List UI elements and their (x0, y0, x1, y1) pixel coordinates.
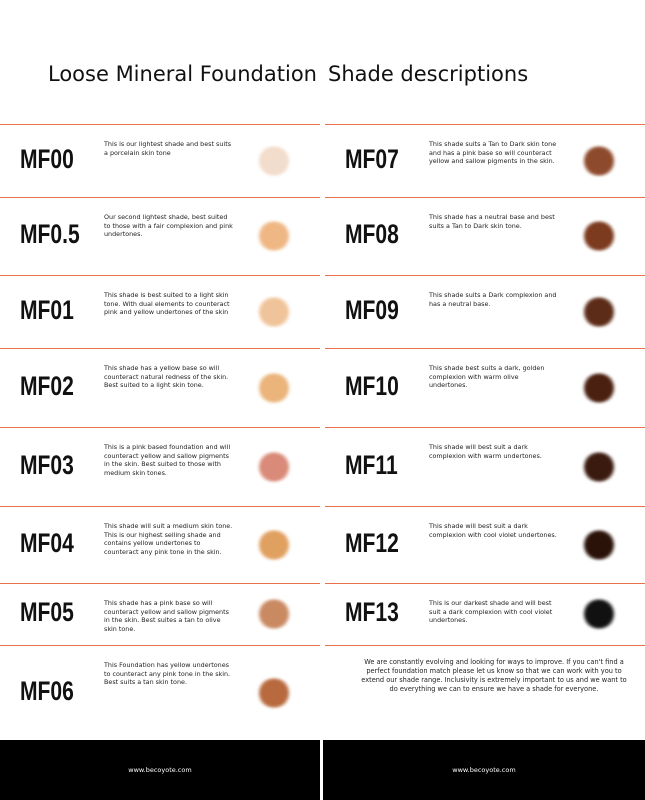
divider (325, 583, 645, 584)
swatch (256, 451, 292, 482)
shade-description: This shade is best suited to a light ski… (104, 291, 230, 317)
shade-code: MF01 (20, 294, 74, 325)
shade-description: This is our lightest shade and best suit… (104, 140, 232, 157)
shade-description: This shade will suit a medium skin tone.… (104, 522, 233, 556)
shade-description: This shade will best suit a dark complex… (429, 443, 542, 460)
shade-code: MF10 (345, 370, 399, 401)
shade-code: MF05 (20, 597, 74, 627)
footer: www.becoyote.com (323, 740, 645, 800)
shade-description: This Foundation has yellow undertones to… (104, 661, 231, 687)
swatch (256, 677, 292, 708)
shade-description: This shade has a pink base so will count… (104, 599, 229, 633)
shade-code: MF02 (20, 370, 74, 401)
shade-description: Our second lightest shade, best suited t… (104, 213, 233, 239)
shade-code: MF11 (345, 449, 398, 480)
shade-description: This shade best suits a dark, golden com… (429, 364, 545, 390)
shade-code: MF06 (20, 675, 74, 706)
shade-description: This shade has a yellow base so will cou… (104, 364, 229, 390)
shade-code: MF04 (20, 527, 74, 558)
swatch (256, 221, 292, 251)
divider (0, 275, 320, 276)
divider (325, 348, 645, 349)
divider (325, 275, 645, 276)
shade-description: This is our darkest shade and will best … (429, 599, 553, 625)
divider (0, 506, 320, 507)
swatch (256, 529, 292, 560)
divider (0, 645, 320, 646)
shade-description: This shade suits a Tan to Dark skin tone… (429, 140, 557, 166)
swatch (581, 599, 617, 629)
shade-code: MF00 (20, 143, 74, 174)
title: Shade descriptions (328, 62, 529, 86)
swatch (581, 451, 617, 482)
shade-code: MF12 (345, 527, 399, 558)
shade-code: MF08 (345, 219, 399, 249)
divider (0, 427, 320, 428)
note: We are constantly evolving and looking f… (361, 658, 627, 693)
shade-code: MF0.5 (20, 219, 80, 249)
shade-description: This shade has a neutral base and best s… (429, 213, 555, 230)
title: Loose Mineral Foundation (48, 62, 317, 86)
divider (0, 197, 320, 198)
swatch (581, 221, 617, 251)
shade-code: MF09 (345, 294, 399, 325)
swatch (581, 529, 617, 560)
shade-description: This shade suits a Dark complexion and h… (429, 291, 557, 308)
swatch (581, 145, 617, 176)
footer: www.becoyote.com (0, 740, 320, 800)
divider (0, 348, 320, 349)
swatch (256, 372, 292, 403)
swatch (581, 296, 617, 327)
shade-description: This is a pink based foundation and will… (104, 443, 231, 477)
swatch (581, 372, 617, 403)
swatch (256, 145, 292, 176)
divider (325, 197, 645, 198)
shade-code: MF13 (345, 597, 399, 627)
divider (0, 583, 320, 584)
swatch (256, 599, 292, 629)
shade-description: This shade will best suit a dark complex… (429, 522, 557, 539)
divider (325, 124, 645, 125)
divider (325, 506, 645, 507)
shade-code: MF07 (345, 143, 399, 174)
divider (0, 124, 320, 125)
shade-code: MF03 (20, 449, 74, 480)
divider (325, 427, 645, 428)
divider (325, 645, 645, 646)
swatch (256, 296, 292, 327)
